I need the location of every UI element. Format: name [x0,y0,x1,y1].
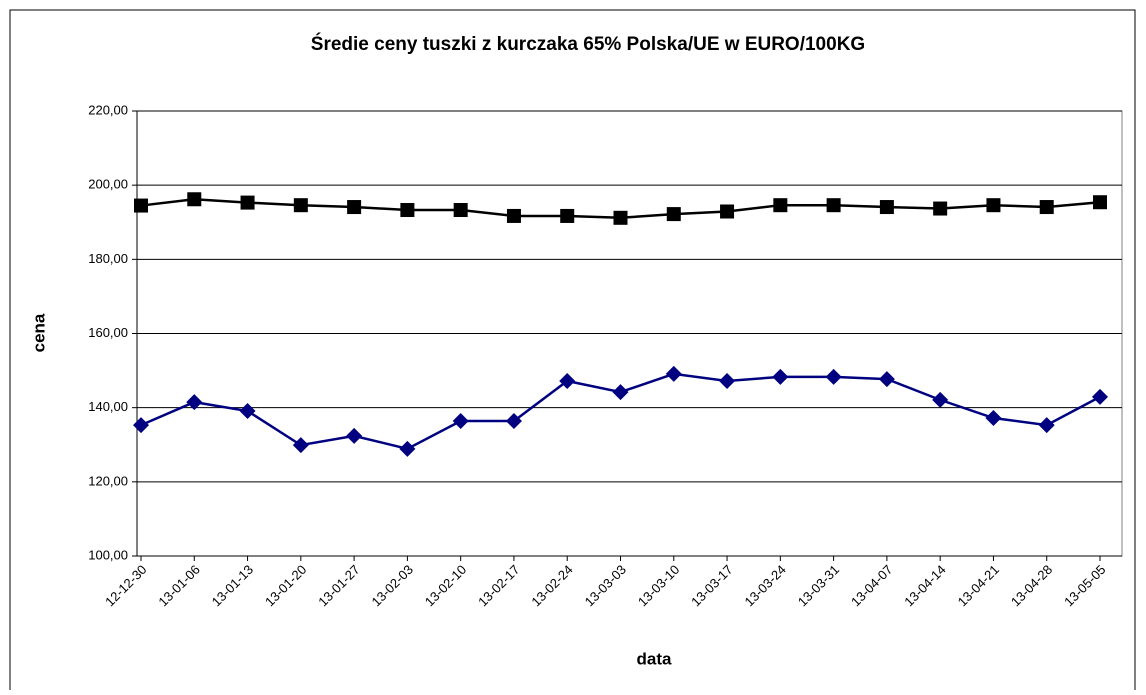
y-tick-label: 140,00 [88,399,128,414]
marker [773,198,788,213]
marker [932,391,949,408]
marker [986,198,1001,213]
y-tick-label: 160,00 [88,325,128,340]
marker [826,198,841,213]
marker [187,192,202,207]
marker [878,371,895,388]
marker [720,204,735,219]
marker [400,203,415,218]
marker [1092,388,1108,405]
y-tick-label: 220,00 [88,102,128,117]
marker [186,394,203,411]
marker [133,417,149,434]
marker [239,403,256,420]
marker [985,410,1002,427]
marker [1093,195,1107,210]
y-tick-label: 180,00 [88,251,128,266]
marker [453,203,468,218]
marker [665,365,682,382]
marker [613,210,628,225]
y-tick-label: 100,00 [88,547,128,562]
marker [560,208,575,223]
marker [719,372,736,389]
y-tick-label: 200,00 [88,177,128,192]
x-axis-label: data [637,649,673,668]
y-tick-label: 120,00 [88,473,128,488]
chart-title: Średie ceny tuszki z kurczaka 65% Polska… [311,33,865,55]
marker [612,384,629,401]
marker [506,208,521,223]
marker [452,413,469,430]
y-axis-label: cena [29,313,48,352]
marker [347,200,362,215]
marker [505,413,522,430]
marker [346,427,363,444]
marker [666,207,681,222]
marker [240,195,255,210]
marker [879,200,894,215]
marker [1038,417,1055,434]
marker [293,198,308,213]
marker [559,372,576,389]
marker [825,368,842,385]
marker [1039,200,1054,215]
marker [399,440,416,457]
marker [134,198,148,213]
marker [292,437,309,454]
marker [772,368,789,385]
marker [933,201,948,216]
